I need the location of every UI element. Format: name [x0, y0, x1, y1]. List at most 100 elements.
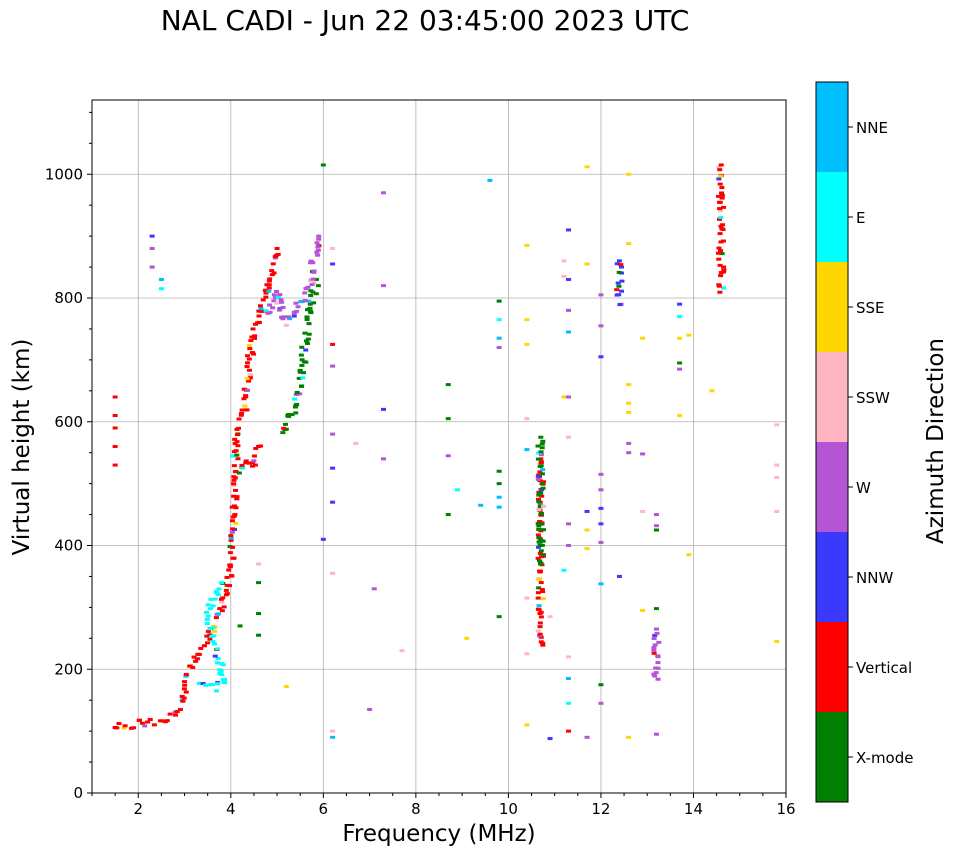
- echo-mark: [538, 615, 544, 619]
- echo-mark: [223, 588, 229, 592]
- echo-mark: [540, 554, 546, 558]
- echo-mark: [228, 534, 234, 538]
- echo-mark: [219, 600, 225, 604]
- echo-mark: [539, 522, 545, 526]
- echo-mark: [136, 718, 142, 722]
- echo-mark: [196, 652, 202, 656]
- echo-mark: [536, 586, 542, 590]
- echo-mark: [131, 726, 137, 730]
- echo-mark: [535, 596, 541, 600]
- echo-mark: [295, 305, 301, 309]
- echo-mark: [210, 604, 216, 608]
- echo-mark: [216, 587, 222, 591]
- colorbar-label: Azimuth Direction: [923, 338, 949, 544]
- echo-mark: [241, 387, 247, 391]
- x-tick-label: 2: [133, 800, 143, 818]
- echo-mark: [535, 556, 541, 560]
- echo-mark: [524, 448, 530, 452]
- echo-mark: [299, 363, 305, 367]
- echo-mark: [269, 273, 275, 277]
- echo-mark: [219, 581, 225, 585]
- echo-mark: [253, 446, 259, 450]
- echo-mark: [537, 502, 543, 506]
- echo-mark: [721, 265, 727, 269]
- echo-mark: [271, 293, 277, 297]
- echo-mark: [249, 351, 255, 355]
- echo-mark: [496, 495, 502, 499]
- echo-mark: [719, 196, 725, 200]
- echo-mark: [267, 277, 273, 281]
- echo-mark: [280, 305, 286, 309]
- echo-mark: [307, 309, 313, 313]
- echo-mark: [538, 435, 544, 439]
- x-tick-label: 10: [499, 800, 518, 818]
- echo-mark: [566, 522, 572, 526]
- echo-mark: [248, 339, 254, 343]
- echo-mark: [302, 331, 308, 335]
- echo-mark: [330, 466, 336, 470]
- echo-mark: [496, 346, 502, 349]
- echo-mark: [598, 472, 604, 476]
- echo-mark: [252, 463, 258, 467]
- echo-mark: [538, 561, 544, 565]
- echo-mark: [231, 482, 237, 486]
- plot-background: [92, 100, 786, 793]
- x-tick-label: 8: [411, 800, 421, 818]
- echo-mark: [227, 565, 233, 569]
- echo-mark: [182, 680, 188, 684]
- echo-mark: [246, 343, 252, 347]
- echo-mark: [537, 621, 543, 625]
- echo-mark: [278, 298, 284, 302]
- colorbar-category-label: NNW: [856, 569, 893, 587]
- echo-mark: [303, 339, 309, 343]
- echo-mark: [539, 539, 545, 543]
- echo-mark: [287, 317, 293, 321]
- echo-mark: [269, 269, 275, 273]
- echo-mark: [219, 662, 225, 666]
- echo-mark: [619, 289, 625, 293]
- echo-mark: [598, 522, 604, 526]
- echo-mark: [547, 615, 553, 619]
- echo-mark: [719, 252, 725, 256]
- echo-mark: [297, 368, 303, 372]
- echo-mark: [305, 341, 311, 345]
- echo-mark: [302, 299, 308, 303]
- echo-mark: [538, 450, 544, 454]
- colorbar-swatch: [816, 352, 848, 442]
- echo-mark: [294, 390, 300, 394]
- echo-mark: [204, 622, 210, 626]
- echo-mark: [320, 537, 326, 541]
- echo-mark: [180, 699, 186, 703]
- echo-mark: [547, 737, 553, 741]
- echo-mark: [536, 500, 542, 504]
- echo-mark: [219, 609, 225, 613]
- y-tick-label: 800: [54, 289, 83, 307]
- echo-mark: [715, 251, 721, 255]
- echo-mark: [283, 685, 289, 689]
- echo-mark: [232, 476, 238, 480]
- echo-mark: [266, 286, 272, 290]
- echo-mark: [208, 597, 214, 601]
- x-tick-label: 4: [226, 800, 236, 818]
- echo-mark: [617, 303, 623, 307]
- echo-mark: [292, 405, 298, 409]
- echo-mark: [249, 335, 255, 339]
- echo-mark: [241, 397, 247, 401]
- colorbar-frame: [815, 81, 849, 803]
- echo-mark: [250, 464, 256, 468]
- echo-mark: [677, 361, 683, 365]
- echo-mark: [540, 643, 546, 647]
- echo-mark: [308, 259, 314, 263]
- echo-mark: [651, 672, 657, 676]
- echo-mark: [717, 182, 723, 186]
- echo-mark: [541, 504, 547, 508]
- echo-mark: [640, 452, 646, 456]
- colorbar-category-label: W: [856, 479, 871, 497]
- echo-mark: [330, 735, 336, 739]
- echo-mark: [314, 241, 320, 245]
- echo-mark: [114, 726, 120, 730]
- echo-mark: [536, 493, 542, 497]
- echo-mark: [566, 395, 572, 399]
- echo-mark: [236, 471, 242, 475]
- echo-mark: [330, 364, 336, 368]
